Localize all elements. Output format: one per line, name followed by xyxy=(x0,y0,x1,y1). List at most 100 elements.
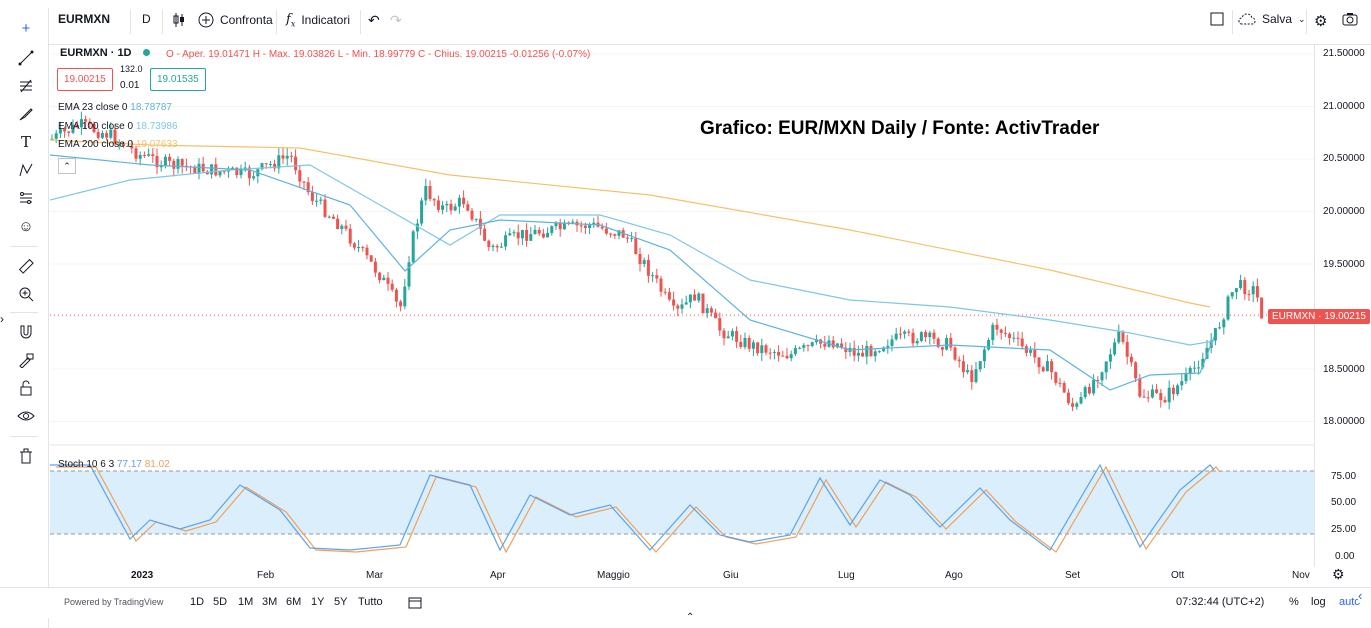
candle-body xyxy=(1079,396,1083,404)
candle-body xyxy=(751,342,755,349)
stoch-tick: 50.00 xyxy=(1331,497,1357,508)
magnet-icon[interactable] xyxy=(14,320,38,344)
lock-icon[interactable] xyxy=(14,376,38,400)
candle-body xyxy=(277,155,281,169)
buy-price-button[interactable]: 19.01535 xyxy=(150,68,206,91)
candle-body xyxy=(331,216,335,219)
candle-body xyxy=(844,347,848,352)
candle-body xyxy=(747,337,751,349)
drawing-toolbar: + T ☺ xyxy=(0,8,49,628)
candle-body xyxy=(663,291,667,293)
y-tick: 21.00000 xyxy=(1323,101,1365,112)
goto-date-button[interactable] xyxy=(408,596,422,612)
candle-body xyxy=(382,277,386,281)
x-tick: Maggio xyxy=(597,570,630,581)
spread-size: 0.01 xyxy=(120,80,140,91)
candle-body xyxy=(722,330,726,339)
range-1d[interactable]: 1D xyxy=(190,596,205,608)
chevron-up-icon[interactable]: ⌃ xyxy=(686,612,695,623)
zoom-icon[interactable] xyxy=(14,282,38,306)
sell-price-button[interactable]: 19.00215 xyxy=(57,68,113,91)
candle-body xyxy=(310,192,314,201)
interval-button[interactable]: D xyxy=(142,12,151,26)
range-5d[interactable]: 5D xyxy=(213,596,228,608)
symbol-search-button[interactable]: EURMXN xyxy=(58,12,111,26)
x-tick: Nov xyxy=(1292,570,1310,581)
range-1y[interactable]: 1Y xyxy=(311,596,325,608)
layout-button[interactable] xyxy=(1210,12,1224,26)
axis-settings-button[interactable]: ⚙ xyxy=(1332,566,1345,583)
bottom-toolbar: Powered by TradingView 1D 5D 1M 3M 6M 1Y… xyxy=(0,587,1371,618)
snapshot-button[interactable] xyxy=(1342,12,1358,26)
save-button[interactable]: Salva ⌄ xyxy=(1238,12,1306,26)
emoji-icon[interactable]: ☺ xyxy=(18,217,34,235)
eye-icon[interactable] xyxy=(14,404,38,428)
candle-body xyxy=(936,338,940,348)
candle-body xyxy=(1260,297,1264,319)
overlay-title: Grafico: EUR/MXN Daily / Fonte: ActivTra… xyxy=(700,118,1100,139)
candle-body xyxy=(294,156,298,171)
candle-body xyxy=(1243,280,1247,295)
log-toggle[interactable]: log xyxy=(1311,596,1326,608)
candle-body xyxy=(1016,337,1020,339)
candle-body xyxy=(667,292,671,300)
candle-body xyxy=(197,163,201,174)
x-tick: Giu xyxy=(723,570,739,581)
pattern-icon[interactable] xyxy=(14,158,38,182)
candle-body xyxy=(966,370,970,373)
timezone-button[interactable]: 07:32:44 (UTC+2) xyxy=(1176,596,1265,608)
candle-body xyxy=(1251,286,1255,295)
undo-button[interactable]: ↶ xyxy=(368,12,380,29)
auto-toggle[interactable]: auto xyxy=(1339,596,1361,608)
powered-by-link[interactable]: Powered by TradingView xyxy=(64,597,164,607)
y-tick: 18.50000 xyxy=(1323,364,1365,375)
range-1m[interactable]: 1M xyxy=(238,596,254,608)
chevron-left-icon[interactable]: ‹ xyxy=(1358,588,1363,603)
collapse-toolbar-icon[interactable]: › xyxy=(0,312,4,326)
candle-body xyxy=(1163,399,1167,403)
collapse-legend-button[interactable]: ⌃ xyxy=(58,158,76,174)
range-all[interactable]: Tutto xyxy=(358,596,383,608)
candle-body xyxy=(1037,357,1041,368)
candle-body xyxy=(840,343,844,348)
fib-icon[interactable] xyxy=(14,74,38,98)
chart-type-button[interactable] xyxy=(172,12,186,28)
candle-body xyxy=(239,168,243,176)
range-6m[interactable]: 6M xyxy=(286,596,302,608)
candle-body xyxy=(525,229,529,241)
text-icon[interactable]: T xyxy=(20,133,31,151)
candle-body xyxy=(982,349,986,362)
candle-body xyxy=(67,131,71,133)
ruler-icon[interactable] xyxy=(14,254,38,278)
indicators-button[interactable]: fx Indicatori xyxy=(286,12,351,29)
settings-button[interactable]: ⚙ xyxy=(1314,12,1327,30)
forecast-icon[interactable] xyxy=(14,186,38,210)
percent-toggle[interactable]: % xyxy=(1289,596,1299,608)
trendline-icon[interactable] xyxy=(14,46,38,70)
candle-body xyxy=(1226,296,1230,320)
candle-body xyxy=(621,230,625,238)
candle-body xyxy=(1062,383,1066,393)
spread-value: 132.0 xyxy=(120,64,143,74)
brush-icon[interactable] xyxy=(14,102,38,126)
redo-button[interactable]: ↷ xyxy=(390,12,402,29)
candle-body xyxy=(861,352,865,357)
compare-button[interactable]: Confronta xyxy=(198,12,273,28)
candle-body xyxy=(684,302,688,305)
crosshair-icon[interactable]: + xyxy=(21,19,31,37)
lock-drawing-icon[interactable] xyxy=(14,348,38,372)
price-axis[interactable]: 21.50000 21.00000 20.50000 20.00000 19.5… xyxy=(1314,45,1371,567)
candle-body xyxy=(1121,331,1125,342)
candle-body xyxy=(306,182,310,193)
candle-body xyxy=(865,345,869,357)
candle-body xyxy=(1184,373,1188,382)
candle-body xyxy=(84,119,88,122)
calendar-icon xyxy=(408,597,422,609)
trash-icon[interactable] xyxy=(14,444,38,468)
range-3m[interactable]: 3M xyxy=(262,596,278,608)
toolbar-divider xyxy=(10,312,38,313)
x-tick: Feb xyxy=(257,570,275,581)
range-5y[interactable]: 5Y xyxy=(334,596,348,608)
chart-canvas[interactable] xyxy=(50,45,1314,567)
candle-body xyxy=(533,229,537,235)
